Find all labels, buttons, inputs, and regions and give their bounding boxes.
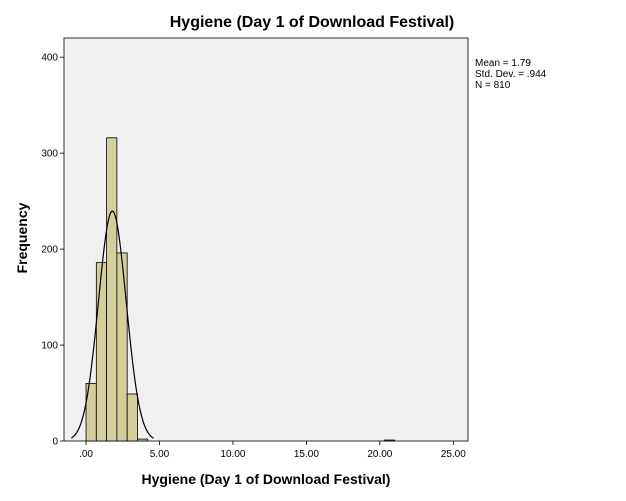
- stats-n: N = 810: [475, 80, 511, 91]
- chart-title: Hygiene (Day 1 of Download Festival): [170, 14, 455, 31]
- histogram-bar-5: [137, 438, 149, 442]
- histogram-bar-3: [116, 252, 128, 442]
- x-tick-label: 25.00: [441, 449, 466, 460]
- y-tick-label: 400: [41, 53, 58, 64]
- y-tick-label: 200: [41, 245, 58, 256]
- x-tick-label: 5.00: [150, 449, 170, 460]
- x-tick-label: .00: [79, 449, 93, 460]
- histogram-bar-1: [95, 262, 108, 442]
- x-tick-label: 15.00: [294, 449, 319, 460]
- stats-mean: Mean = 1.79: [475, 58, 531, 69]
- y-axis-label: Frequency: [14, 202, 30, 273]
- histogram-bar-2: [106, 137, 118, 442]
- y-tick-label: 0: [52, 437, 58, 448]
- histogram-bar-6: [383, 439, 395, 442]
- y-tick-label: 100: [41, 341, 58, 352]
- histogram-bar-4: [126, 393, 138, 442]
- y-tick-label: 300: [41, 149, 58, 160]
- x-tick-label: 10.00: [220, 449, 245, 460]
- normal-curve: [71, 210, 154, 439]
- stats-sd: Std. Dev. = .944: [475, 69, 547, 80]
- plot-area: [63, 37, 469, 442]
- stats-box: Mean = 1.79 Std. Dev. = .944 N = 810: [475, 58, 547, 91]
- x-axis-label: Hygiene (Day 1 of Download Festival): [142, 471, 391, 487]
- x-tick-label: 20.00: [367, 449, 392, 460]
